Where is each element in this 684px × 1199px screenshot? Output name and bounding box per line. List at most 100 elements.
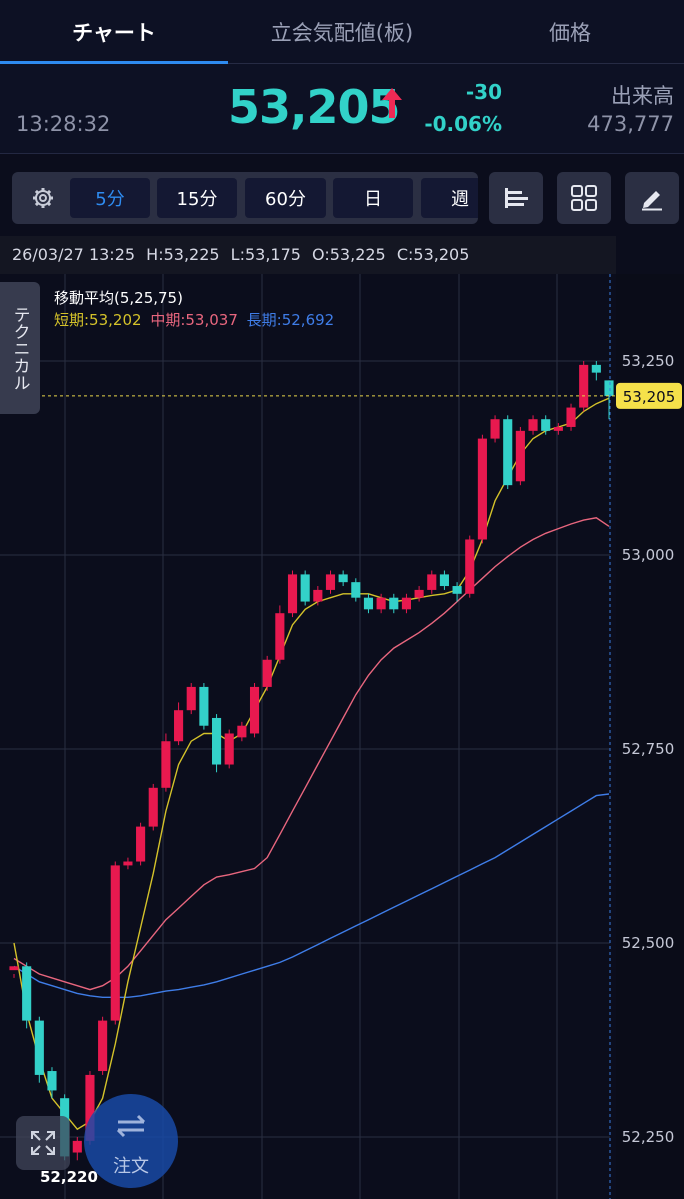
interval-60min[interactable]: 60分 [245, 178, 326, 218]
quote-header: 13:28:32 53,205 -30 -0.06% 出来高 473,777 [0, 64, 684, 154]
up-arrow-icon [382, 88, 402, 118]
candle-body [123, 861, 133, 866]
volume-label: 出来高 [611, 84, 674, 108]
candle-body [224, 733, 234, 765]
order-button[interactable]: 注文 [84, 1094, 178, 1188]
candle-body [553, 426, 563, 431]
interval-week[interactable]: 週 [421, 178, 478, 218]
ma-legend-values: 短期:53,202 中期:53,037 長期:52,692 [54, 309, 334, 330]
candle-open: O:53,225 [312, 245, 386, 264]
indicator-list-button[interactable] [489, 172, 543, 224]
candle-body [148, 787, 158, 827]
interval-5min[interactable]: 5分 [70, 178, 150, 218]
last-price-label: 53,205 [623, 388, 676, 406]
tab-price[interactable]: 価格 [549, 20, 591, 45]
order-label: 注文 [113, 1156, 149, 1177]
candle-body [414, 589, 424, 598]
candle-body [338, 574, 348, 583]
candle-body [300, 574, 310, 602]
candle-body [110, 865, 120, 1021]
candle-body [249, 686, 260, 734]
price-change-percent: -0.06% [424, 112, 502, 136]
y-axis-tick-label: 52,500 [622, 934, 675, 952]
candle-body [287, 574, 298, 614]
low-price-marker: 52,220 [40, 1168, 98, 1186]
technical-tab[interactable]: テクニカル [0, 282, 40, 414]
price-change: -30 [465, 80, 502, 104]
candle-body [47, 1071, 57, 1091]
pen-icon [642, 191, 662, 211]
expand-icon [31, 1131, 55, 1155]
candle-high: H:53,225 [146, 245, 220, 264]
candle-body [566, 407, 576, 427]
candle-body [186, 686, 196, 711]
candle-body [313, 589, 323, 602]
candle-body [376, 597, 386, 610]
candle-body [541, 419, 551, 431]
chart-toolbar: 5分 15分 60分 日 週 [0, 154, 684, 234]
bar-list-icon [505, 188, 528, 208]
candle-body [604, 380, 614, 396]
candle-body [515, 430, 525, 482]
candle-body [237, 725, 247, 738]
candle-body [22, 966, 32, 1021]
candle-body [275, 613, 285, 660]
layout-grid-button[interactable] [557, 172, 611, 224]
candle-body [528, 419, 538, 431]
candle-body [98, 1020, 108, 1072]
y-axis-tick-label: 53,000 [622, 546, 675, 564]
candlestick-chart[interactable]: 53,250 53,000 52,750 52,500 52,250 53,205 [0, 274, 684, 1199]
ma-short-value: 短期:53,202 [54, 311, 142, 329]
candle-low: L:53,175 [230, 245, 301, 264]
candle-body [34, 1020, 44, 1075]
candle-body [262, 659, 272, 687]
candle-body [503, 419, 513, 486]
candle-body [490, 419, 500, 439]
y-axis-tick-label: 52,250 [622, 1128, 675, 1146]
candle-body [401, 597, 412, 610]
candle-body [477, 438, 487, 540]
candle-body [389, 597, 399, 610]
grid-icon [571, 185, 597, 211]
draw-tool-button[interactable] [625, 172, 679, 224]
interval-day[interactable]: 日 [333, 178, 413, 218]
candle-body [591, 364, 601, 373]
last-price-badge [616, 382, 682, 409]
interval-selector: 5分 15分 60分 日 週 [12, 172, 478, 224]
candle-body [211, 717, 222, 765]
gear-icon [33, 188, 53, 208]
candle-datetime: 26/03/27 13:25 [12, 245, 136, 264]
candle-body [72, 1140, 82, 1153]
interval-15min[interactable]: 15分 [157, 178, 237, 218]
ma-mid-value: 中期:53,037 [150, 311, 238, 329]
candle-body [85, 1074, 95, 1141]
candle-body [579, 364, 589, 408]
candle-body [325, 574, 336, 590]
candle-body [351, 582, 361, 598]
candle-body [465, 539, 475, 594]
candle-body [199, 686, 209, 726]
fullscreen-button[interactable] [16, 1116, 70, 1170]
candle-body [161, 741, 171, 788]
tab-chart[interactable]: チャート [0, 0, 228, 64]
tab-order-book[interactable]: 立会気配値(板) [270, 20, 414, 45]
candle-body [9, 966, 19, 971]
tab-bar: チャート 立会気配値(板) 価格 [0, 0, 684, 64]
swap-arrows-icon [116, 1114, 146, 1138]
quote-time: 13:28:32 [16, 112, 111, 136]
candle-body [363, 597, 374, 610]
volume-value: 473,777 [587, 112, 674, 136]
candle-body [136, 826, 146, 862]
candle-body [452, 586, 462, 594]
candle-close: C:53,205 [396, 245, 470, 264]
ma-legend-title: 移動平均(5,25,75) [54, 289, 183, 307]
y-axis-tick-label: 53,250 [622, 352, 675, 370]
y-axis-tick-label: 52,750 [622, 740, 675, 758]
current-price: 53,205 [228, 80, 401, 134]
ma-long-value: 長期:52,692 [246, 311, 335, 329]
candle-body [427, 574, 437, 590]
candle-body [439, 574, 449, 587]
settings-button[interactable] [18, 178, 68, 218]
ohlc-info-bar: 26/03/27 13:25 H:53,225 L:53,175 O:53,22… [0, 236, 616, 274]
